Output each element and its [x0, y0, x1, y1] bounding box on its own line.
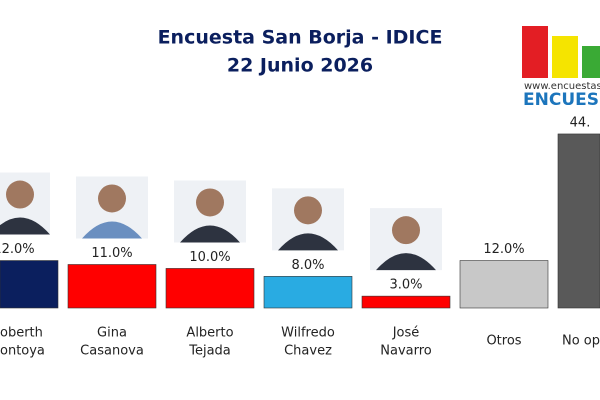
x-tick-label: ontoya: [0, 344, 45, 359]
logo-block: [522, 26, 548, 78]
x-tick-label: Navarro: [380, 344, 432, 359]
bar: [67, 264, 157, 309]
candidate-photo: [370, 208, 442, 271]
logo: www.encuestas.p ENCUES: [522, 26, 600, 110]
x-tick-label: Wilfredo: [281, 326, 335, 341]
x-tick-label: Otros: [486, 334, 521, 349]
x-tick-label: oberth: [0, 326, 43, 341]
bar: [459, 260, 549, 309]
candidate-photo: [0, 172, 50, 235]
logo-url: www.encuestas.p: [524, 81, 600, 92]
chart-title: Encuesta San Borja - IDICE: [158, 27, 443, 49]
x-tick-label: Alberto: [186, 326, 233, 341]
value-label: 44.: [570, 115, 591, 130]
photo-head: [392, 216, 420, 245]
bar: [0, 260, 59, 309]
bar: [165, 268, 255, 309]
value-label: 3.0%: [389, 278, 422, 293]
value-label: 12.0%: [0, 242, 35, 257]
bar: [263, 276, 353, 309]
x-tick-label: José: [392, 326, 420, 341]
photo-body: [0, 217, 50, 235]
photo-head: [98, 184, 126, 213]
photo-body: [376, 253, 436, 271]
x-tick-label: Gina: [97, 326, 127, 341]
photo-body: [82, 221, 142, 239]
photo-head: [6, 180, 34, 209]
photo-head: [196, 188, 224, 217]
photo-body: [180, 225, 240, 243]
bar: [557, 133, 600, 309]
value-label: 8.0%: [291, 258, 324, 273]
photo-body: [278, 233, 338, 251]
photo-head: [294, 196, 322, 225]
x-tick-label: Tejada: [188, 344, 231, 359]
value-label: 12.0%: [483, 242, 524, 257]
candidate-photo: [272, 188, 344, 251]
bar: [361, 295, 451, 309]
x-tick-label: Casanova: [80, 344, 144, 359]
chart-subtitle: 22 Junio 2026: [227, 55, 373, 77]
x-tick-label: Chavez: [284, 344, 332, 359]
logo-block: [582, 46, 600, 78]
value-label: 10.0%: [189, 250, 230, 265]
value-label: 11.0%: [91, 246, 132, 261]
x-tick-label: No op: [562, 334, 600, 349]
logo-name: ENCUES: [523, 90, 599, 110]
logo-block: [552, 36, 578, 78]
candidate-photo: [76, 176, 148, 239]
candidate-photo: [174, 180, 246, 243]
